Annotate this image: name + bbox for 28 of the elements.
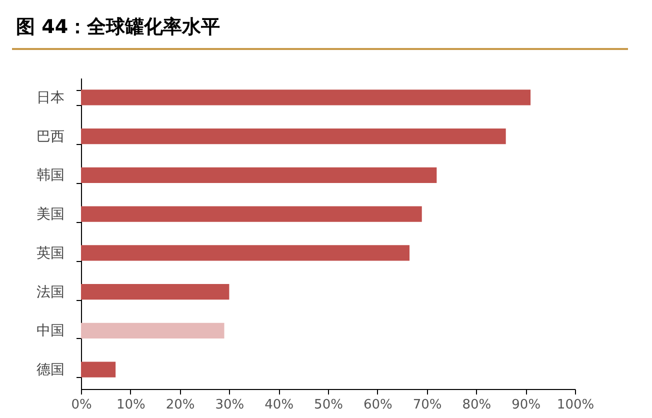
x-tick-label: 100%: [556, 398, 594, 412]
x-tick-label: 60%: [363, 398, 392, 412]
y-tick-label: 德国: [36, 362, 64, 378]
x-tick-label: 10%: [116, 398, 146, 412]
bar: [81, 128, 506, 144]
y-tick-label: 法国: [36, 284, 64, 300]
x-tick-label: 70%: [412, 398, 442, 412]
y-tick-label: 英国: [36, 245, 64, 262]
x-tick-label: 30%: [215, 398, 244, 412]
bar: [81, 284, 230, 300]
bar: [81, 362, 116, 378]
y-tick-label: 巴西: [36, 128, 64, 145]
x-tick-label: 50%: [314, 398, 343, 412]
x-tick-label: 40%: [264, 398, 294, 412]
y-tick-label: 中国: [36, 323, 64, 340]
y-tick-label: 日本: [36, 90, 64, 106]
bar: [81, 167, 437, 183]
bar: [81, 245, 410, 261]
bar: [81, 322, 224, 338]
x-tick-label: 0%: [71, 398, 92, 412]
bar: [81, 90, 531, 106]
x-tick-label: 90%: [512, 398, 541, 412]
chart-title: 图 44：全球罐化率水平: [12, 14, 628, 50]
y-tick-label: 韩国: [36, 168, 64, 184]
y-tick-label: 美国: [36, 206, 64, 223]
x-tick-label: 80%: [462, 398, 492, 412]
x-tick-label: 20%: [166, 398, 195, 412]
bar: [81, 206, 422, 222]
